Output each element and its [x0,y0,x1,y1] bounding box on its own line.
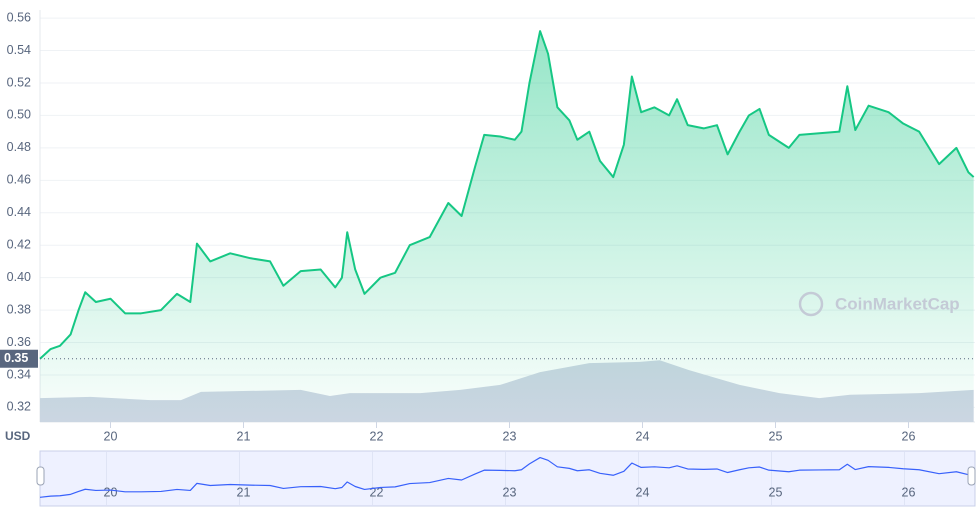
x-tick-label: 25 [769,429,783,443]
currency-label: USD [5,429,31,443]
navigator-layer: 20 21 22 23 24 25 26 [39,452,974,505]
navigator-label: 21 [237,485,251,499]
x-tick-label: 21 [237,429,251,443]
navigator-line [39,456,974,498]
y-tick-label: 0.46 [7,173,31,187]
y-tick-label: 0.50 [7,108,31,122]
navigator-label: 26 [902,485,916,499]
watermark: CoinMarketCap [835,294,960,313]
navigator-label: 25 [769,485,783,499]
y-tick-label: 0.38 [7,302,31,316]
x-tick-label: 26 [902,429,916,443]
y-tick-label: 0.56 [7,10,31,24]
x-tick-label: 24 [636,429,650,443]
price-line [39,30,975,360]
y-tick-label: 0.54 [7,43,31,57]
y-tick-label: 0.36 [7,335,31,349]
price-layer [39,30,975,423]
navigator-label: 20 [104,485,118,499]
y-tick-label: 0.48 [7,140,31,154]
y-tick-label: 0.42 [7,237,31,251]
reference-label: 0.35 [4,351,28,365]
x-tick-label: 23 [503,429,517,443]
navigator-handle[interactable] [967,466,976,486]
y-tick-label: 0.34 [7,367,31,381]
y-tick-label: 0.32 [7,400,31,414]
watermark-logo [798,291,824,317]
price-area [40,31,974,423]
navigator-label: 24 [636,485,650,499]
y-tick-label: 0.52 [7,75,31,89]
y-tick-label: 0.44 [7,205,31,219]
navigator-label: 23 [503,485,517,499]
x-tick-label: 20 [104,429,118,443]
y-tick-label: 0.40 [7,270,31,284]
reference-label-bg [0,349,38,368]
navigator-handle[interactable] [36,466,45,486]
x-tick-label: 22 [370,429,384,443]
